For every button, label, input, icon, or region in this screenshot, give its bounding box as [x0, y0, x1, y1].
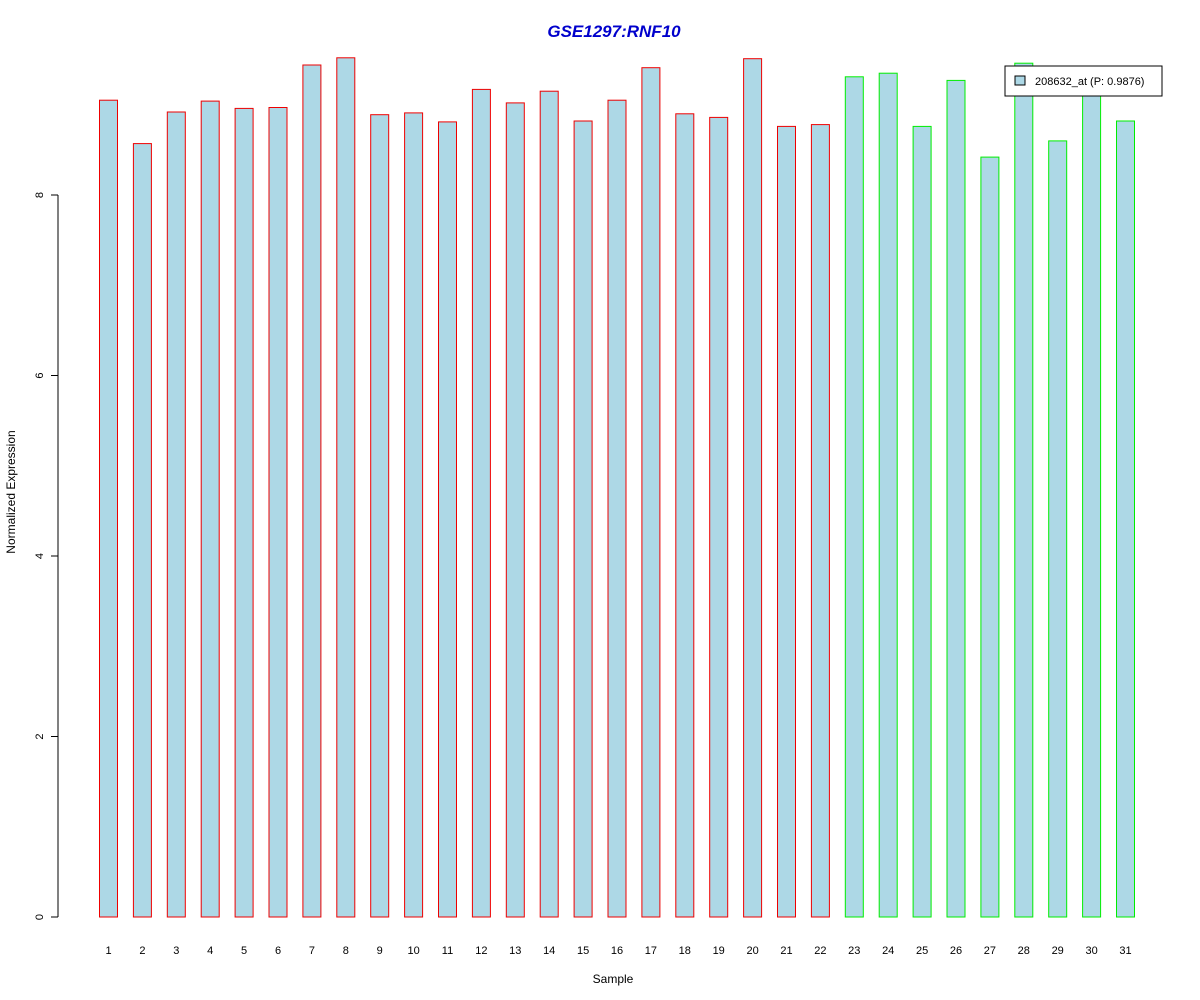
x-tick-label-3: 3	[173, 945, 179, 957]
bar-sample-17	[641, 67, 661, 918]
bar-sample-3	[166, 111, 186, 918]
x-tick-label-7: 7	[309, 945, 315, 957]
x-tick-label-6: 6	[275, 945, 281, 957]
x-tick-label-4: 4	[207, 945, 213, 957]
legend-box	[1004, 65, 1163, 97]
x-tick-label-22: 22	[814, 945, 826, 957]
x-tick-label-23: 23	[848, 945, 860, 957]
bar-sample-12	[471, 88, 491, 918]
x-tick-label-24: 24	[882, 945, 894, 957]
bar-sample-29	[1048, 140, 1068, 918]
x-tick-label-12: 12	[475, 945, 487, 957]
bar-sample-16	[607, 99, 627, 918]
bar-sample-30	[1082, 93, 1102, 918]
x-tick-label-5: 5	[241, 945, 247, 957]
x-tick-label-16: 16	[611, 945, 623, 957]
x-tick-label-25: 25	[916, 945, 928, 957]
x-tick-label-27: 27	[984, 945, 996, 957]
bar-sample-9	[370, 114, 390, 918]
bar-sample-13	[505, 102, 525, 918]
x-tick-labels: 1 2 3 4 5 6 7 8 9 10 11 12 13 14 15 16 17 18 19 20 21 22 23 24 2…	[105, 945, 1131, 957]
x-tick-label-1: 1	[105, 945, 111, 957]
bar-sample-22	[810, 124, 830, 918]
bar-sample-18	[675, 113, 695, 918]
chart-title: GSE1297:RNF10	[547, 22, 681, 41]
bar-sample-27	[980, 156, 1000, 918]
bar-sample-20	[743, 58, 763, 918]
y-tick-label-8: 8	[34, 192, 46, 198]
bar-sample-24	[878, 72, 898, 918]
bar-sample-25	[912, 125, 932, 918]
bar-sample-5	[234, 107, 254, 918]
legend-swatch	[1014, 75, 1026, 86]
x-tick-label-20: 20	[746, 945, 758, 957]
y-tick-label-0: 0	[34, 914, 46, 920]
bar-sample-23	[844, 76, 864, 918]
legend-label: 208632_at (P: 0.9876)	[1035, 76, 1144, 88]
bar-sample-1	[99, 99, 118, 918]
x-tick-label-21: 21	[780, 945, 792, 957]
x-tick-label-31: 31	[1119, 945, 1131, 957]
bar-sample-15	[573, 120, 593, 918]
bar-sample-11	[438, 121, 457, 918]
bar-sample-7	[302, 64, 322, 918]
x-tick-label-30: 30	[1085, 945, 1097, 957]
bar-sample-8	[336, 57, 356, 918]
bar-sample-4	[200, 100, 220, 918]
y-tick-label-4: 4	[34, 553, 46, 559]
x-tick-label-17: 17	[645, 945, 657, 957]
y-axis: 0 2 4 6 8	[34, 192, 59, 920]
x-axis-label: Sample	[593, 972, 634, 986]
bar-sample-31	[1116, 120, 1135, 918]
y-axis-label: Normalized Expression	[4, 430, 18, 553]
bar-sample-21	[777, 125, 796, 918]
bar-sample-6	[268, 107, 288, 918]
x-tick-label-14: 14	[543, 945, 555, 957]
x-tick-label-28: 28	[1018, 945, 1030, 957]
x-tick-label-29: 29	[1052, 945, 1064, 957]
x-tick-label-8: 8	[343, 945, 349, 957]
x-tick-label-13: 13	[509, 945, 521, 957]
x-tick-label-15: 15	[577, 945, 589, 957]
x-tick-label-26: 26	[950, 945, 962, 957]
y-tick-label-2: 2	[34, 733, 46, 739]
legend: 208632_at (P: 0.9876)	[1004, 65, 1163, 97]
y-tick-label-6: 6	[34, 372, 46, 378]
x-tick-label-18: 18	[679, 945, 691, 957]
bar-sample-10	[404, 112, 424, 918]
bar-sample-2	[132, 143, 152, 918]
x-tick-label-19: 19	[713, 945, 725, 957]
x-tick-label-2: 2	[139, 945, 145, 957]
x-tick-label-10: 10	[407, 945, 419, 957]
x-tick-label-9: 9	[377, 945, 383, 957]
x-tick-label-11: 11	[442, 945, 453, 957]
bar-sample-19	[709, 116, 729, 918]
bar-sample-26	[946, 79, 966, 918]
bar-sample-14	[539, 90, 559, 918]
bars-group	[99, 57, 1135, 918]
bar-sample-28	[1014, 62, 1034, 918]
